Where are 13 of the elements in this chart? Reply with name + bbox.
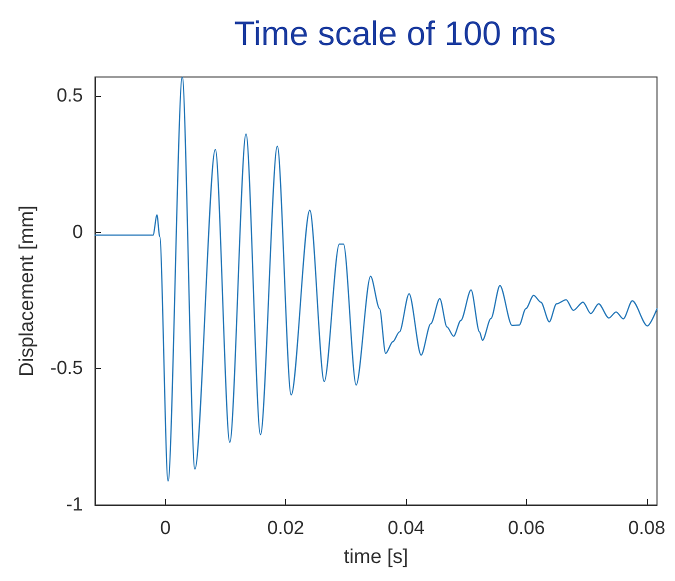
x-tick-label: 0.06 [508,518,545,539]
y-tick-label: -0.5 [50,358,83,380]
x-tick-label: 0.08 [628,518,666,539]
chart-title: Time scale of 100 ms [234,15,556,53]
x-axis-title: time [s] [344,546,408,568]
x-tick-label: 0 [160,518,171,539]
y-tick-label: 0 [72,222,83,243]
line-series [94,76,658,482]
y-tick-label: -1 [66,494,83,516]
y-axis-title: Displacement [mm] [16,205,38,377]
y-tick-label: 0.5 [56,86,83,107]
x-tick-label: 0.02 [267,518,304,539]
x-tick-label: 0.04 [388,518,426,539]
